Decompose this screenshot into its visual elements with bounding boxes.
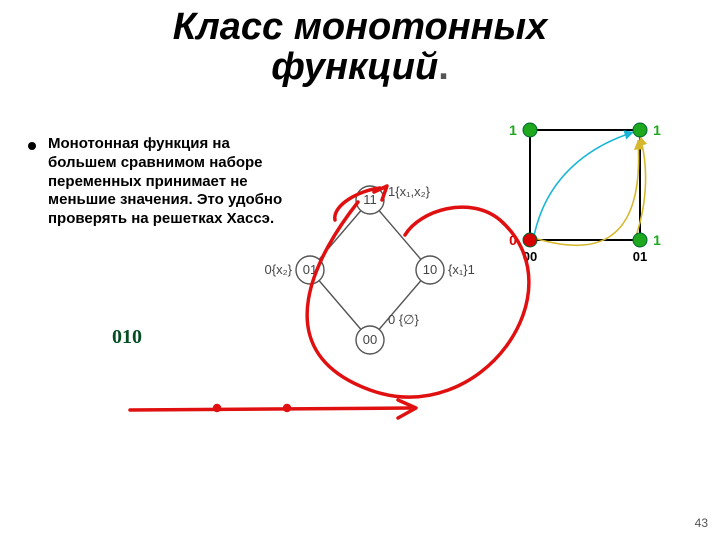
- square-diagram: 101111000011: [500, 120, 670, 280]
- svg-text:0: 0: [509, 232, 517, 248]
- hasse-diagram: 11 1{x₁,x₂} 01 0{x₂} 10 {x₁}1 00 0 {∅}: [260, 180, 500, 370]
- page-number: 43: [695, 516, 708, 530]
- svg-text:11: 11: [363, 192, 377, 207]
- svg-text:10: 10: [423, 262, 437, 277]
- svg-text:01: 01: [633, 249, 647, 264]
- title-line1: Класс монотонных: [173, 6, 547, 48]
- svg-text:00: 00: [523, 249, 537, 264]
- bullet-icon: [28, 142, 36, 150]
- svg-text:1: 1: [653, 122, 661, 138]
- title-period: .: [438, 46, 449, 88]
- svg-text:0 {∅}: 0 {∅}: [388, 312, 420, 327]
- bullet-row: Монотонная функция на большем сравнимом …: [28, 135, 288, 229]
- svg-text:1: 1: [509, 122, 517, 138]
- svg-text:{x₁}1: {x₁}1: [448, 262, 475, 277]
- bullet-text: Монотонная функция на большем сравнимом …: [48, 135, 288, 229]
- svg-text:1: 1: [653, 232, 661, 248]
- svg-text:01: 01: [303, 262, 317, 277]
- handwritten-010: 010: [112, 326, 142, 349]
- svg-text:0{x₂}: 0{x₂}: [265, 262, 293, 277]
- slide: Класс монотонных функций. Монотонная фун…: [0, 0, 720, 540]
- bullet-block: Монотонная функция на большем сравнимом …: [28, 135, 288, 229]
- svg-text:00: 00: [363, 332, 377, 347]
- svg-text:1{x₁,x₂}: 1{x₁,x₂}: [388, 184, 431, 199]
- title-line2: функций: [271, 46, 438, 88]
- svg-text:11: 11: [633, 120, 647, 122]
- svg-text:10: 10: [523, 120, 537, 122]
- slide-title: Класс монотонных функций.: [0, 8, 720, 88]
